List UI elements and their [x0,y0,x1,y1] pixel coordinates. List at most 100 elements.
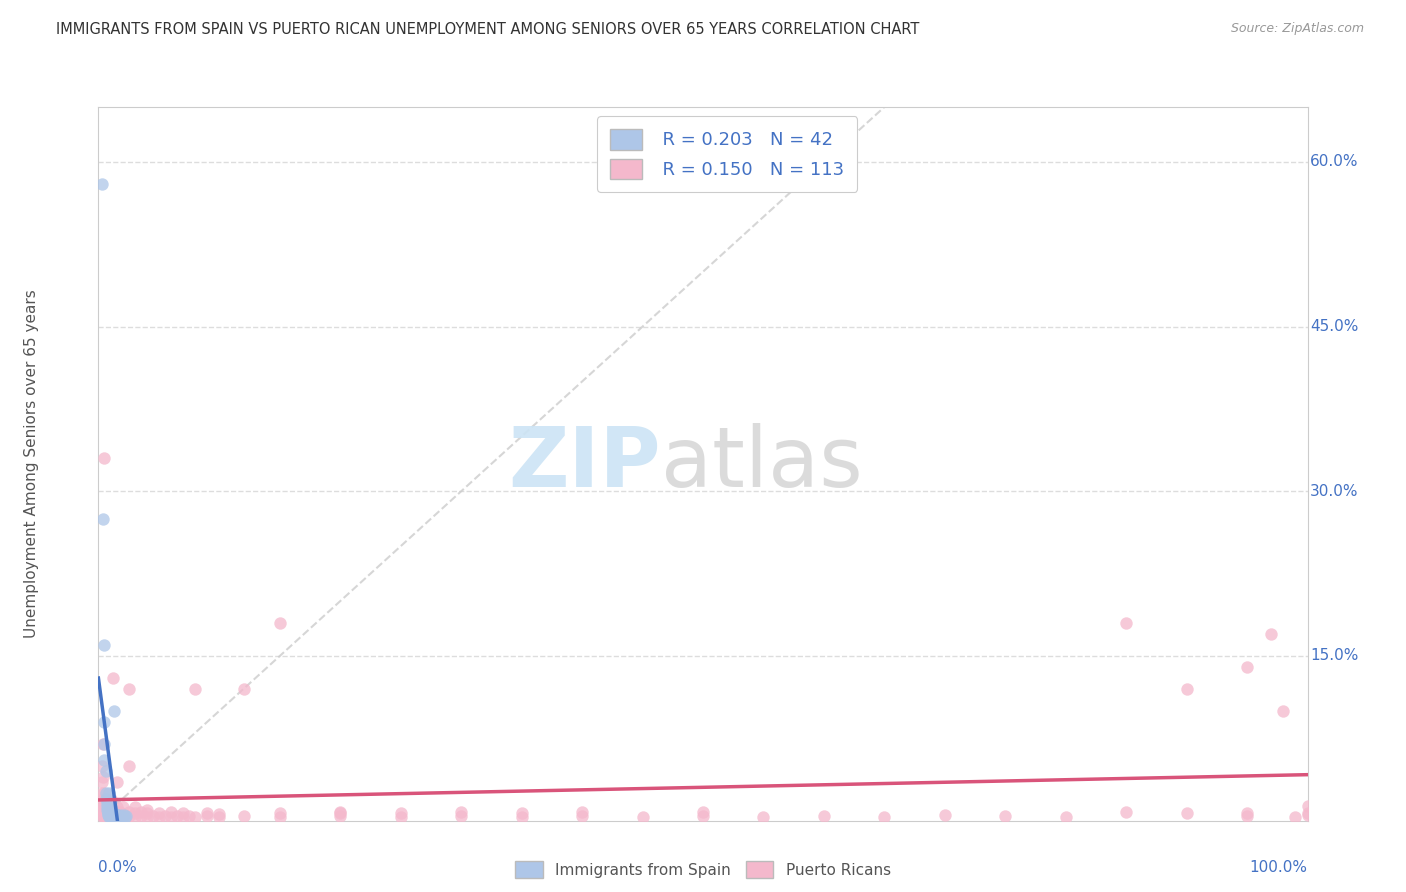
Point [97,809,120,823]
Point [172,810,194,824]
Point [103,704,125,718]
Point [93,714,115,729]
Point [91,803,114,817]
Point [101,805,124,820]
Point [96,810,118,824]
Point [208,810,231,824]
Point [105,805,128,820]
Point [93,451,115,466]
Point [329,805,352,819]
Point [91,758,114,772]
Point [1054,810,1077,824]
Point [111,800,134,814]
Point [91,797,114,812]
Point [101,810,124,824]
Point [195,809,218,823]
Point [96,803,118,817]
Point [1175,681,1198,696]
Text: 30.0%: 30.0% [1310,483,1358,499]
Point [389,805,412,820]
Point [450,805,472,819]
Point [98,810,121,824]
Point [1284,810,1306,824]
Point [118,805,141,819]
Point [269,805,291,820]
Point [93,786,115,800]
Text: Unemployment Among Seniors over 65 years: Unemployment Among Seniors over 65 years [24,290,39,638]
Point [98,807,121,822]
Point [91,737,114,751]
Point [112,808,135,822]
Point [94,764,117,779]
Point [94,805,117,819]
Point [177,809,201,823]
Point [813,809,835,823]
Point [129,805,152,819]
Point [100,807,122,822]
Point [93,807,115,822]
Point [98,810,121,824]
Point [692,805,714,819]
Point [105,800,128,814]
Point [93,797,115,812]
Point [94,791,117,805]
Text: atlas: atlas [661,424,862,504]
Point [96,800,118,814]
Point [1236,660,1258,674]
Point [269,615,291,630]
Text: 45.0%: 45.0% [1310,319,1358,334]
Text: Source: ZipAtlas.com: Source: ZipAtlas.com [1230,22,1364,36]
Point [98,809,121,823]
Point [100,805,122,819]
Point [97,805,120,819]
Point [510,810,533,824]
Point [101,809,124,823]
Point [104,807,127,822]
Point [118,809,141,823]
Point [91,512,114,526]
Point [160,805,183,819]
Point [98,803,121,817]
Legend: Immigrants from Spain, Puerto Ricans: Immigrants from Spain, Puerto Ricans [509,855,897,884]
Point [94,809,117,823]
Point [1260,627,1282,641]
Point [100,794,122,808]
Point [93,803,115,817]
Point [114,810,136,824]
Point [184,810,207,824]
Point [107,809,129,823]
Text: 60.0%: 60.0% [1310,154,1358,169]
Point [1175,805,1198,820]
Point [91,800,114,814]
Point [111,810,134,824]
Point [104,810,127,824]
Point [94,799,117,814]
Point [124,805,146,820]
Point [97,799,120,814]
Point [100,800,122,814]
Point [208,807,231,822]
Point [91,810,114,824]
Point [148,810,170,824]
Point [91,805,114,820]
Point [94,786,117,800]
Point [232,809,254,823]
Point [108,810,131,824]
Point [124,810,146,824]
Point [389,810,412,824]
Point [160,810,183,824]
Point [118,681,141,696]
Point [631,810,654,824]
Point [100,805,122,819]
Point [994,809,1017,823]
Point [100,810,122,824]
Point [105,810,128,824]
Text: 100.0%: 100.0% [1250,860,1308,875]
Point [96,800,118,814]
Point [1115,805,1137,819]
Point [329,809,352,823]
Point [172,805,194,820]
Point [135,803,157,817]
Point [1272,704,1295,718]
Point [101,805,124,819]
